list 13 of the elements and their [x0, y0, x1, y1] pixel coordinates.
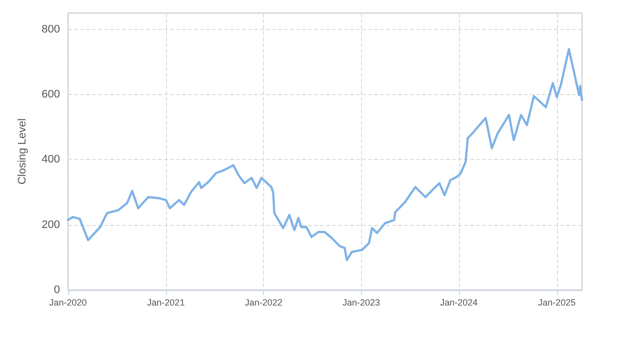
line-series: [66, 48, 584, 262]
y-tick-label: 600: [42, 88, 60, 100]
y-tick-label: 0: [54, 284, 60, 296]
x-tick-label: Jan-2023: [342, 298, 380, 308]
x-tick-label: Jan-2022: [244, 298, 282, 308]
y-tick-label: 400: [42, 154, 60, 166]
y-tick-label: 800: [42, 23, 60, 36]
x-tick-label: Jan-2021: [147, 298, 185, 308]
x-tick-label: Jan-2025: [538, 298, 576, 308]
x-tick-label: Jan-2024: [440, 298, 478, 308]
x-tick-label: Jan-2020: [49, 298, 87, 308]
y-axis-title: Closing Level: [16, 118, 28, 185]
y-tick-label: 200: [42, 218, 60, 231]
